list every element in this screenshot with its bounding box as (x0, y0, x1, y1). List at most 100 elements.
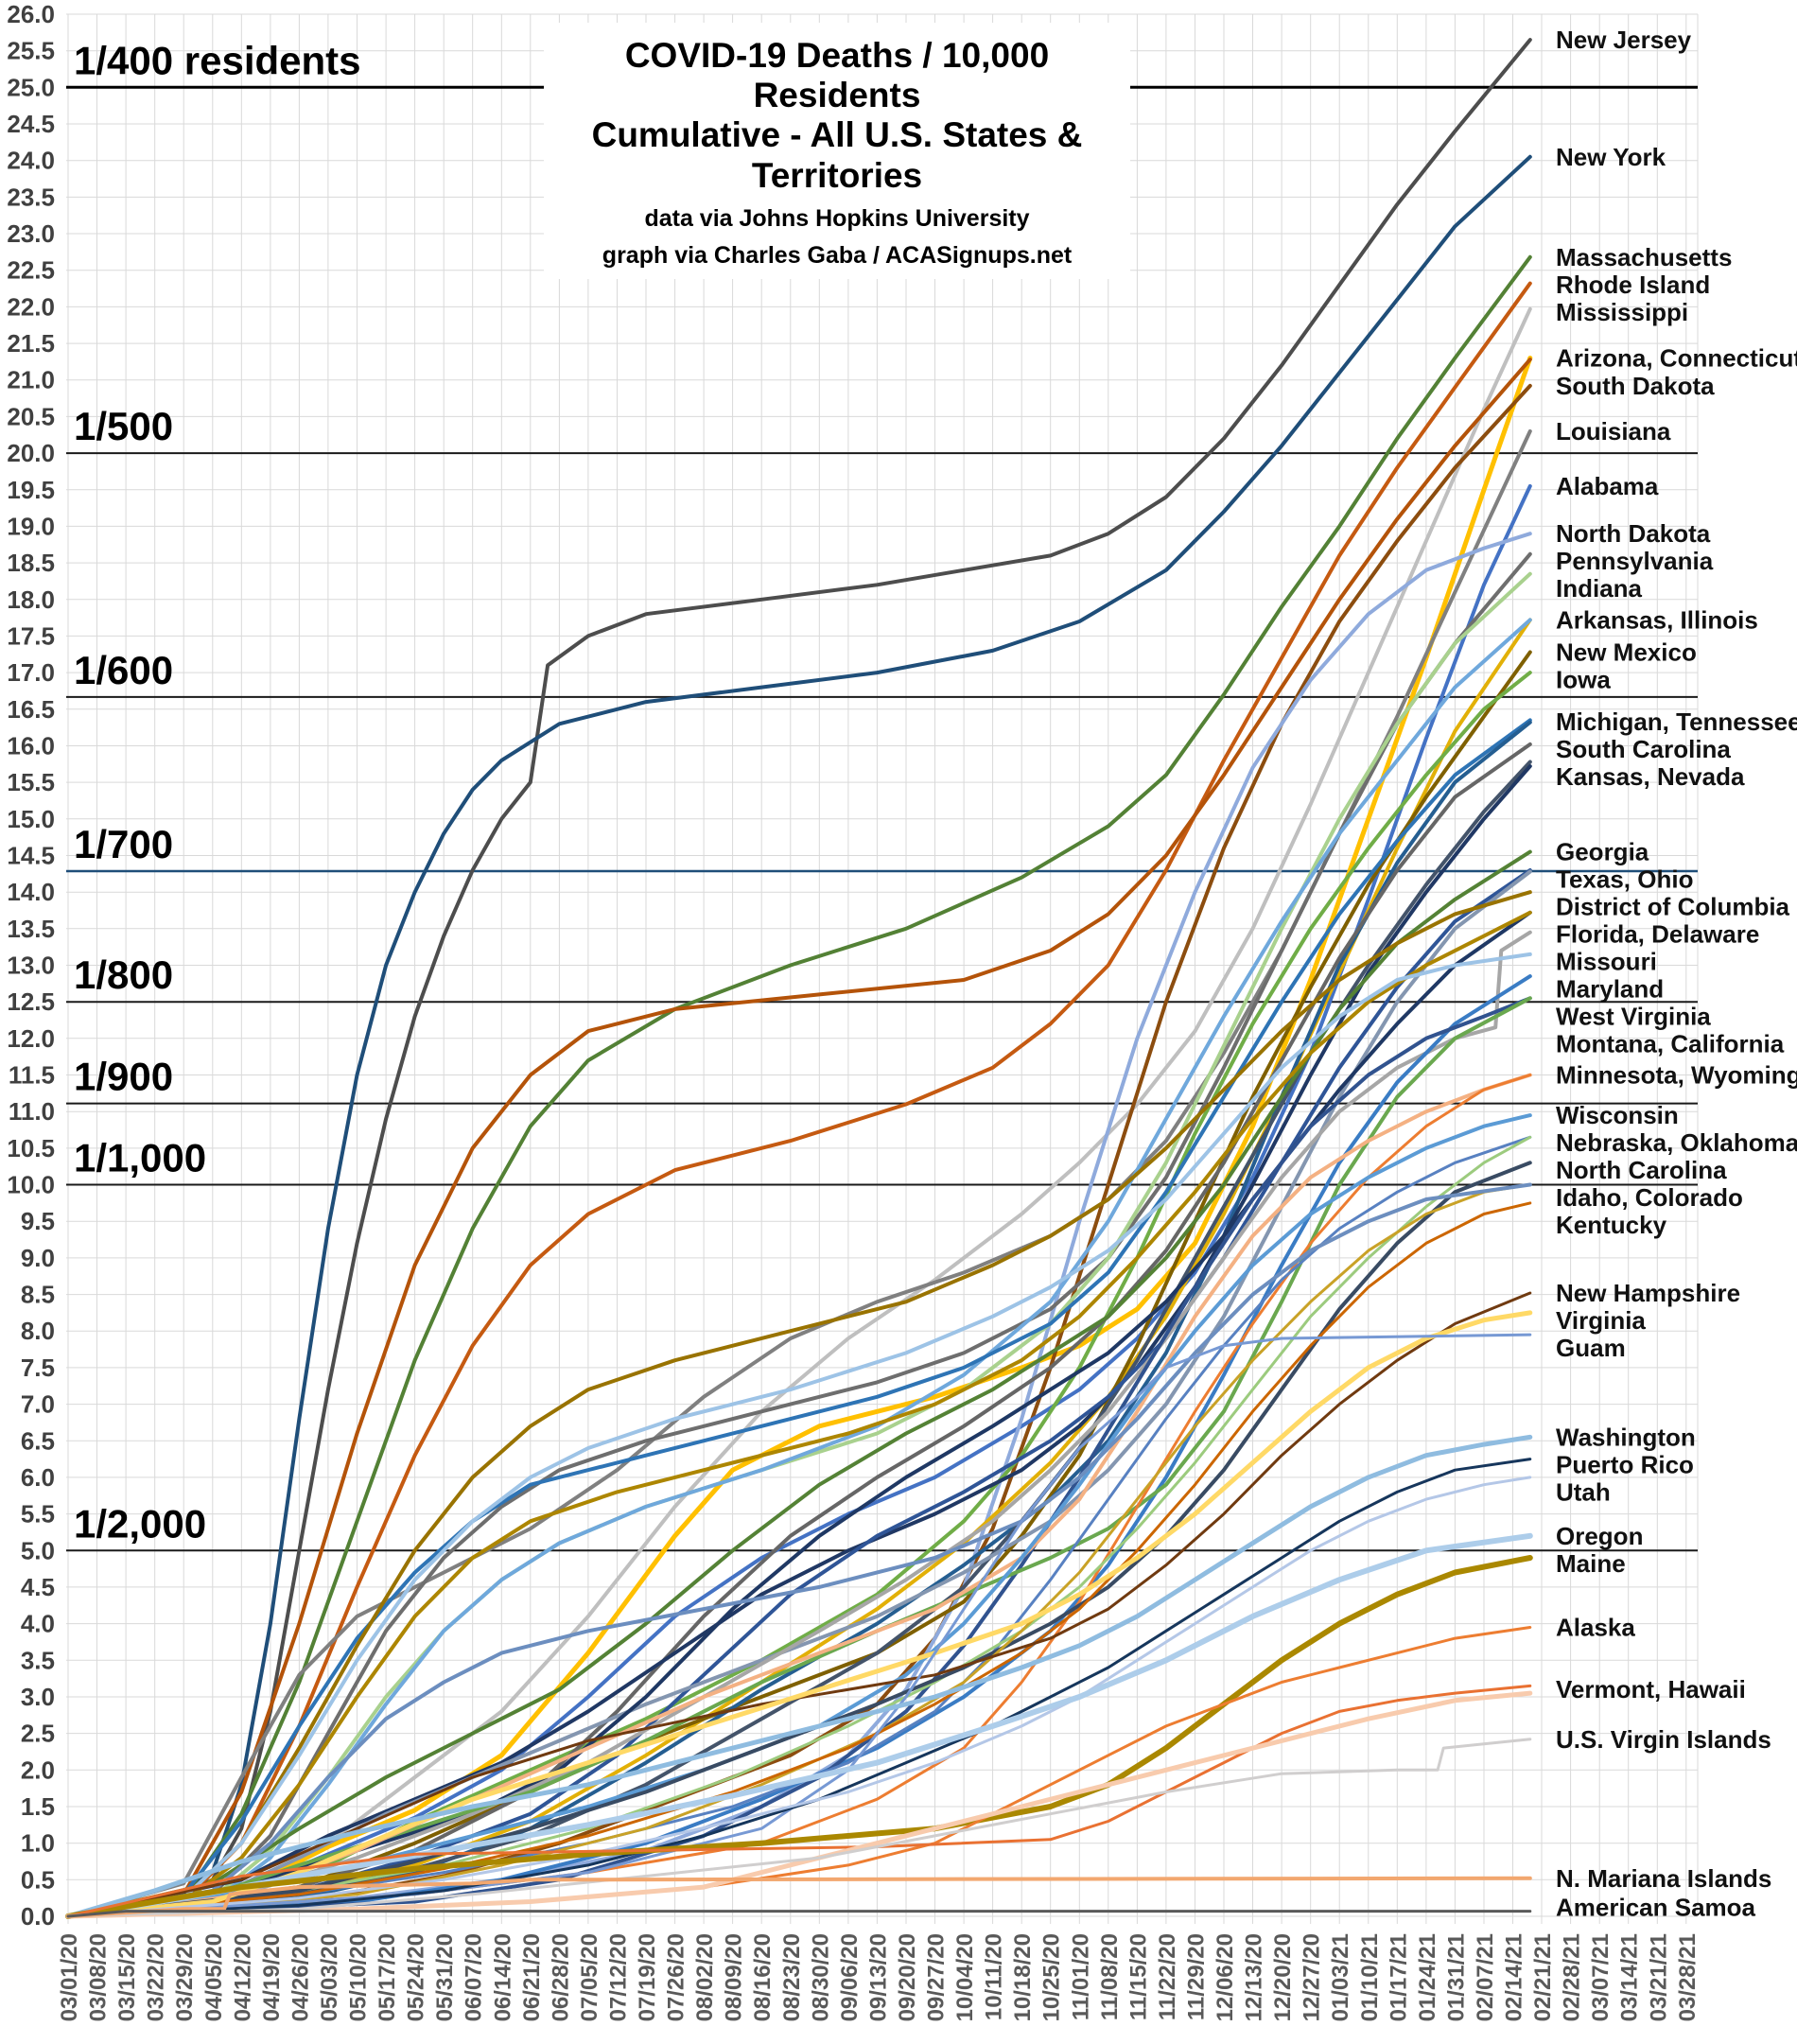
state-label-missouri: Missouri (1556, 948, 1657, 976)
series-line-south-carolina (66, 742, 1532, 1918)
state-label-florida-delaware: Florida, Delaware (1556, 920, 1759, 949)
state-label-west-virginia: West Virginia (1556, 1003, 1711, 1031)
series-line-puerto-rico (66, 1458, 1532, 1918)
series-line-massachusetts (66, 254, 1532, 1918)
y-axis-tick-label: 11.5 (9, 1061, 55, 1090)
x-axis-tick-label: 04/12/20 (230, 1933, 255, 2021)
state-label-maine: Maine (1556, 1549, 1626, 1578)
series-line-new-hampshire (66, 1291, 1532, 1918)
reference-label-1-1-000: 1/1,000 (74, 1136, 206, 1180)
series-line-delaware (66, 910, 1532, 1918)
state-label-oregon: Oregon (1556, 1522, 1643, 1550)
state-label-louisiana: Louisiana (1556, 417, 1671, 445)
state-label-north-dakota: North Dakota (1556, 519, 1711, 548)
y-axis-tick-label: 4.5 (21, 1573, 55, 1601)
state-label-american-samoa: American Samoa (1556, 1894, 1756, 1922)
y-axis-tick-label: 17.0 (7, 658, 55, 687)
series-line-kentucky (66, 1201, 1532, 1918)
x-axis-tick-label: 08/02/20 (692, 1933, 718, 2021)
chart-title-block: COVID-19 Deaths / 10,000 Residents Cumul… (544, 23, 1130, 279)
series-line-wisconsin (66, 1113, 1532, 1918)
reference-label-1-800: 1/800 (74, 952, 173, 997)
y-axis-tick-label: 23.5 (7, 183, 55, 211)
series-line-wyoming (66, 1074, 1532, 1918)
series-line-indiana (66, 571, 1532, 1918)
reference-label-1-900: 1/900 (74, 1055, 173, 1099)
y-axis-tick-label: 18.5 (7, 549, 55, 577)
y-axis-tick-label: 14.0 (7, 878, 55, 906)
x-axis-tick-label: 04/05/20 (201, 1933, 227, 2021)
state-label-new-hampshire: New Hampshire (1556, 1279, 1740, 1307)
y-axis-tick-label: 3.5 (21, 1646, 55, 1674)
state-label-texas-ohio: Texas, Ohio (1556, 865, 1693, 894)
x-axis-tick-label: 11/22/20 (1155, 1933, 1180, 2020)
x-axis-tick-label: 06/07/20 (462, 1933, 487, 2021)
y-axis-tick-label: 17.5 (7, 621, 55, 650)
y-axis-tick-label: 1.0 (21, 1829, 55, 1858)
y-axis-tick-label: 21.0 (7, 366, 55, 394)
y-axis-tick-label: 8.5 (21, 1281, 55, 1309)
y-axis-tick-label: 5.5 (21, 1500, 55, 1529)
x-axis-tick-label: 10/25/20 (1039, 1933, 1065, 2021)
reference-label-1-700: 1/700 (74, 822, 173, 866)
y-axis-tick-label: 12.0 (7, 1024, 55, 1053)
y-axis-tick-label: 16.0 (7, 732, 55, 760)
x-axis-tick-label: 01/31/21 (1443, 1933, 1469, 2021)
y-axis-tick-label: 24.5 (7, 110, 55, 138)
chart-credit-data-source: data via Johns Hopkins University (644, 204, 1030, 232)
state-label-vermont-hawaii: Vermont, Hawaii (1556, 1675, 1746, 1703)
state-label-rhode-island: Rhode Island (1556, 271, 1710, 299)
y-axis-tick-label: 0.5 (21, 1865, 55, 1894)
state-label-michigan-tennessee: Michigan, Tennessee (1556, 708, 1797, 736)
state-label-new-jersey: New Jersey (1556, 26, 1692, 54)
series-line-guam (66, 1333, 1532, 1918)
state-label-south-carolina: South Carolina (1556, 735, 1731, 763)
series-line-american-samoa (66, 1910, 1532, 1918)
x-axis-tick-label: 02/07/21 (1473, 1933, 1498, 2021)
series-line-u-s-virgin-islands (66, 1738, 1532, 1918)
state-label-kansas-nevada: Kansas, Nevada (1556, 762, 1745, 791)
y-axis-tick-label: 22.5 (7, 256, 55, 285)
state-label-massachusetts: Massachusetts (1556, 243, 1732, 271)
x-axis-tick-label: 08/09/20 (722, 1933, 747, 2021)
y-axis-tick-label: 4.0 (21, 1610, 55, 1638)
y-axis-tick-label: 0.0 (21, 1902, 55, 1930)
x-axis-tick-label: 11/01/20 (1068, 1933, 1093, 2020)
x-axis-tick-label: 01/03/21 (1328, 1933, 1353, 2021)
x-axis-tick-label: 03/22/20 (144, 1933, 169, 2021)
reference-label-1-400-residents: 1/400 residents (74, 38, 361, 82)
series-line-texas (66, 868, 1532, 1918)
x-axis-tick-label: 08/16/20 (750, 1933, 776, 2021)
y-axis-tick-label: 7.5 (21, 1354, 55, 1382)
state-label-pennsylvania: Pennsylvania (1556, 547, 1714, 575)
series-line-new-york (66, 154, 1532, 1918)
state-label-idaho-colorado: Idaho, Colorado (1556, 1183, 1743, 1212)
state-label-virginia: Virginia (1556, 1306, 1646, 1335)
x-axis-tick-label: 05/31/20 (432, 1933, 458, 2021)
x-axis-tick-label: 07/19/20 (635, 1933, 660, 2021)
y-axis-tick-label: 25.5 (7, 37, 55, 65)
state-label-district-of-columbia: District of Columbia (1556, 893, 1790, 921)
x-axis-tick-label: 04/19/20 (259, 1933, 285, 2021)
state-label-nebraska-oklahoma: Nebraska, Oklahoma (1556, 1128, 1797, 1157)
x-axis-tick-label: 10/04/20 (952, 1933, 978, 2021)
state-label-minnesota-wyoming: Minnesota, Wyoming (1556, 1061, 1797, 1090)
x-axis-tick-label: 05/03/20 (317, 1933, 342, 2021)
x-axis-tick-label: 05/17/20 (375, 1933, 400, 2021)
state-label-north-carolina: North Carolina (1556, 1156, 1727, 1184)
y-axis-tick-label: 15.5 (7, 768, 55, 796)
y-axis-tick-label: 14.5 (7, 842, 55, 870)
x-axis-tick-label: 03/29/20 (172, 1933, 198, 2021)
x-axis-tick-label: 05/24/20 (404, 1933, 429, 2021)
chart-subtitle: Cumulative - All U.S. States & Territori… (591, 115, 1083, 195)
x-axis-tick-label: 09/20/20 (895, 1933, 920, 2021)
series-line-rhode-island (66, 281, 1532, 1918)
x-axis-tick-label: 03/15/20 (114, 1933, 140, 2021)
x-axis-tick-label: 09/27/20 (924, 1933, 950, 2021)
state-label-alaska: Alaska (1556, 1614, 1635, 1642)
series-line-vermont (66, 1684, 1532, 1918)
x-axis-tick-label: 10/11/20 (982, 1933, 1007, 2020)
series-line-ohio (66, 869, 1532, 1918)
series-line-maryland (66, 952, 1532, 1918)
y-axis-tick-label: 20.0 (7, 439, 55, 467)
